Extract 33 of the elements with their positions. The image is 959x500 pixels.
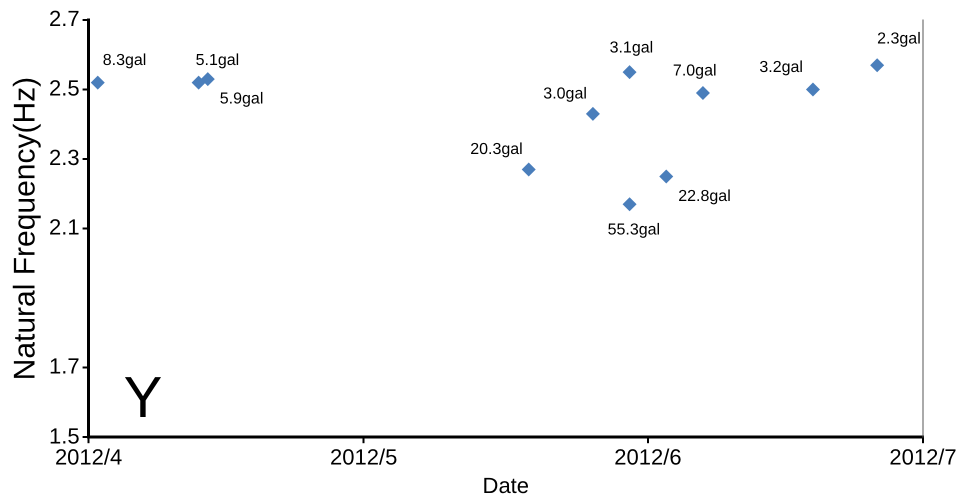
x-tick-label: 2012/5 [330,444,398,470]
annotation: 7.0gal [672,62,717,80]
point [192,76,206,90]
point [522,162,536,176]
y-tick-label: 1.7 [48,354,80,379]
annotation: 22.8gal [678,188,731,205]
point [622,65,637,80]
x-tick-label: 2012/6 [614,444,682,470]
point [586,106,600,121]
annotation: 20.3gal [470,140,523,158]
y-tick-label: 2.1 [48,214,80,240]
y-tick-label: 2.7 [48,6,80,32]
point [90,76,105,90]
annotation: Y [124,365,162,430]
annotation: 2.3gal [877,30,921,48]
annotation: 8.3gal [102,52,146,69]
point [622,197,637,212]
annotation: 3.0gal [543,85,587,102]
point [870,58,884,72]
annotation: 55.3gal [608,222,660,239]
annotation: 5.1gal [196,52,240,69]
point [200,72,215,86]
y-tick-label: 2.5 [48,76,80,101]
x-tick-label: 2012/7 [889,444,957,470]
annotation: 3.2gal [759,58,803,76]
point [806,82,820,97]
y-axis-title: Natural Frequency(Hz) [8,76,42,380]
y-tick-label: 2.3 [48,145,80,170]
point [696,86,710,100]
annotation: 5.9gal [220,90,264,108]
annotation: 3.1gal [610,40,654,57]
x-axis-title: Date [482,472,530,498]
point [659,169,674,184]
